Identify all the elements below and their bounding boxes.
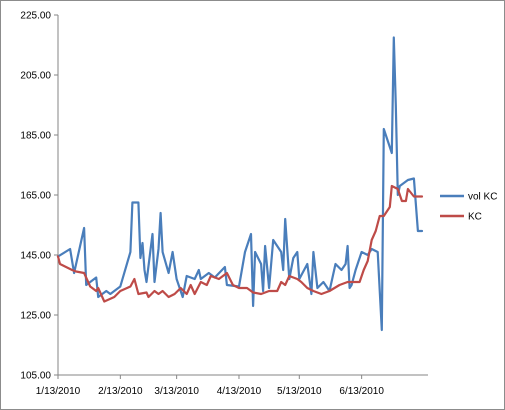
- legend-label: vol KC: [468, 192, 497, 203]
- y-tick-label: 205.00: [20, 71, 51, 82]
- series-line-vol-kc: [56, 36, 424, 332]
- y-tick-label: 145.00: [20, 251, 51, 262]
- x-axis-ticks: 1/13/2010 2/13/2010 3/13/2010 4/13/2010 5/13…: [36, 375, 384, 397]
- x-tick-label: 4/13/2010: [217, 386, 262, 397]
- legend-label: KC: [468, 212, 482, 223]
- x-tick-label: 5/13/2010: [277, 386, 322, 397]
- series-line-kc: [56, 184, 424, 303]
- y-axis-ticks: 105.00 125.00 145.00 165.00 185.00 205.00 225.…: [20, 11, 58, 382]
- y-tick-label: 165.00: [20, 191, 51, 202]
- legend: vol KC KC: [440, 192, 497, 223]
- y-tick-label: 185.00: [20, 131, 51, 142]
- y-tick-label: 225.00: [20, 11, 51, 22]
- series-layer: [56, 36, 424, 332]
- x-tick-label: 3/13/2010: [154, 386, 199, 397]
- axes: [57, 15, 428, 376]
- x-tick-label: 6/13/2010: [339, 386, 384, 397]
- y-tick-label: 125.00: [20, 311, 51, 322]
- x-tick-label: 1/13/2010: [36, 386, 81, 397]
- x-tick-label: 2/13/2010: [98, 386, 143, 397]
- y-tick-label: 105.00: [20, 371, 51, 382]
